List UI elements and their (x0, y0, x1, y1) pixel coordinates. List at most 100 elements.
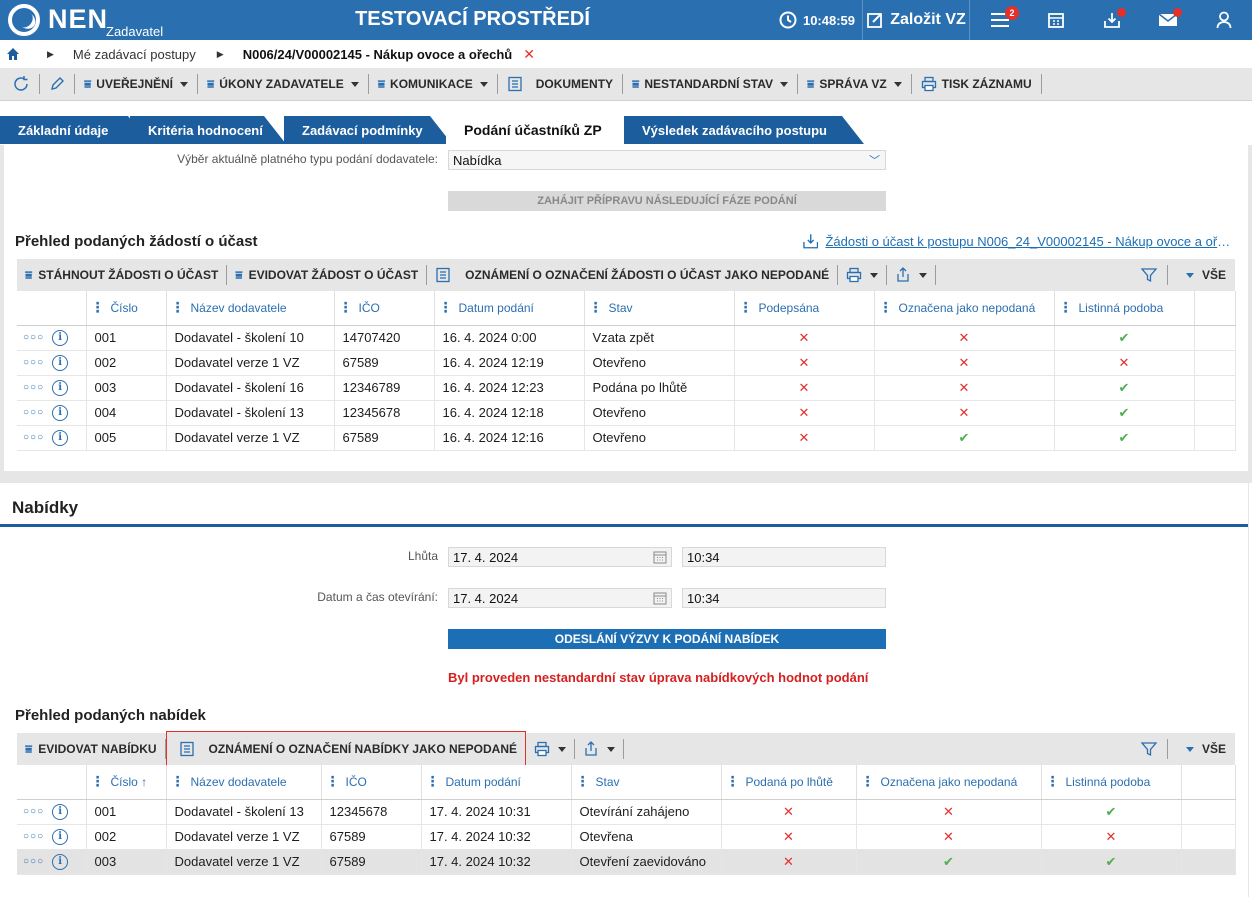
cell-unsubmitted: ✕ (874, 375, 1055, 401)
printer-icon (921, 76, 936, 92)
table-row[interactable]: ○○○ i 002 Dodavatel verze 1 VZ 67589 16. 4. 2… (17, 350, 1236, 376)
column-header-ico[interactable]: ⋮ IČO (334, 291, 435, 326)
more-actions-icon[interactable]: ○○○ (23, 382, 45, 393)
tab-evaluation-criteria[interactable]: Kritéria hodnocení (130, 116, 286, 144)
toolbar-contracting-acts-menu[interactable]: ⩸ ÚKONY ZADAVATELE (198, 74, 369, 94)
column-header-status[interactable]: ⋮ Stav (571, 765, 722, 800)
column-header-marked-unsubmitted[interactable]: ⋮ Označena jako nepodaná (874, 291, 1055, 326)
column-header-marked-unsubmitted[interactable]: ⋮ Označena jako nepodaná (856, 765, 1042, 800)
tab-basic-info[interactable]: Základní údaje (0, 116, 150, 144)
inbox-button[interactable] (1090, 0, 1134, 40)
deadline-time-field[interactable]: 10:34 (682, 547, 886, 567)
more-actions-icon[interactable]: ○○○ (23, 831, 45, 842)
submission-type-select[interactable]: Nabídka ﹀ (448, 150, 886, 170)
info-icon[interactable]: i (52, 828, 69, 845)
requests-filter-button[interactable] (1131, 265, 1168, 285)
more-actions-icon[interactable]: ○○○ (23, 806, 45, 817)
info-icon[interactable]: i (52, 853, 69, 870)
column-header-number[interactable]: ⋮ Číslo ↑ (86, 765, 167, 800)
column-header-supplier-name[interactable]: ⋮ Název dodavatele (166, 765, 322, 800)
request-notice-button[interactable]: OZNÁMENÍ O OZNAČENÍ ŽÁDOSTI O ÚČAST JAKO… (427, 265, 839, 285)
more-actions-icon[interactable]: ○○○ (23, 332, 45, 343)
table-row[interactable]: ○○○ i 005 Dodavatel verze 1 VZ 67589 16. 4. 2… (17, 425, 1236, 451)
calendar-button[interactable] (1034, 0, 1078, 40)
column-header-status[interactable]: ⋮ Stav (584, 291, 735, 326)
opening-date-field[interactable]: 17. 4. 2024 (448, 588, 672, 608)
table-row[interactable]: ○○○ i 003 Dodavatel - školení 16 12346789 16.… (17, 375, 1236, 401)
table-row[interactable]: ○○○ i 002 Dodavatel verze 1 VZ 67589 17. 4. 2… (17, 824, 1236, 850)
opening-time-field[interactable]: 10:34 (682, 588, 886, 608)
user-button[interactable] (1202, 0, 1246, 40)
tab-tender-conditions[interactable]: Zadávací podmínky (284, 116, 452, 144)
send-offer-invitation-button[interactable]: ODESLÁNÍ VÝZVY K PODÁNÍ NABÍDEK (448, 629, 886, 649)
cell-signed: ✕ (734, 400, 875, 426)
download-requests-button[interactable]: ⩸ STÁHNOUT ŽÁDOSTI O ÚČAST (17, 265, 228, 285)
new-vz-button[interactable]: Založit VZ (862, 0, 970, 40)
chevron-down-icon (1185, 746, 1194, 752)
info-icon[interactable]: i (52, 803, 69, 820)
tab-submissions[interactable]: Podání účastníků ZP (446, 116, 642, 144)
column-header-submission-date[interactable]: ⋮ Datum podání (434, 291, 585, 326)
table-row[interactable]: ○○○ i 003 Dodavatel verze 1 VZ 67589 17. 4. 2… (17, 849, 1236, 875)
column-header-supplier-name[interactable]: ⋮ Název dodavatele (166, 291, 335, 326)
offers-view-select[interactable]: VŠE (1168, 742, 1235, 756)
requests-export-link-text[interactable]: Žádosti o účast k postupu N006_24_V00002… (825, 233, 1231, 249)
start-next-phase-button[interactable]: ZAHÁJIT PŘÍPRAVU NÁSLEDUJÍCÍ FÁZE PODÁNÍ (448, 191, 886, 211)
request-notice-label: OZNÁMENÍ O OZNAČENÍ ŽÁDOSTI O ÚČAST JAKO… (465, 268, 830, 282)
offer-notice-button[interactable]: OZNÁMENÍ O OZNAČENÍ NABÍDKY JAKO NEPODAN… (165, 731, 526, 767)
more-actions-icon[interactable]: ○○○ (23, 357, 45, 368)
more-actions-icon[interactable]: ○○○ (23, 432, 45, 443)
toolbar-print-record-button[interactable]: TISK ZÁZNAMU (912, 74, 1042, 94)
column-header-actions (17, 291, 87, 326)
info-icon[interactable]: i (52, 329, 69, 346)
table-row[interactable]: ○○○ i 004 Dodavatel - školení 13 12345678 16.… (17, 400, 1236, 426)
table-row[interactable]: ○○○ i 001 Dodavatel - školení 13 12345678 17.… (17, 799, 1236, 825)
calendar-icon[interactable] (653, 550, 667, 564)
more-actions-icon[interactable]: ○○○ (23, 856, 45, 867)
info-icon[interactable]: i (52, 429, 69, 446)
toolbar-nonstandard-state-menu[interactable]: ⩸ NESTANDARDNÍ STAV (623, 74, 799, 94)
register-request-button[interactable]: ⩸ EVIDOVAT ŽÁDOST O ÚČAST (227, 265, 428, 285)
offers-print-menu[interactable] (526, 739, 575, 759)
toolbar-vz-management-menu[interactable]: ⩸ SPRÁVA VZ (798, 74, 912, 94)
requests-export-menu[interactable] (887, 265, 937, 285)
column-header-ico[interactable]: ⋮ IČO (321, 765, 422, 800)
requests-view-select[interactable]: VŠE (1168, 268, 1235, 282)
clock-icon (779, 11, 797, 29)
menu-button[interactable]: 2 (978, 0, 1022, 40)
tab-procedure-result[interactable]: Výsledek zadávacího postupu (624, 116, 864, 144)
close-breadcrumb-icon[interactable]: ✕ (523, 45, 535, 62)
requests-print-menu[interactable] (838, 265, 888, 285)
column-header-number[interactable]: ⋮ Číslo (86, 291, 167, 326)
cell-paper: ✔ (1041, 799, 1182, 825)
row-actions: ○○○ i (17, 849, 87, 875)
panel-frame-bottom (0, 471, 1252, 483)
info-icon[interactable]: i (52, 379, 69, 396)
column-header-signed[interactable]: ⋮ Podepsána (734, 291, 875, 326)
offers-export-menu[interactable] (575, 739, 624, 759)
home-icon[interactable] (6, 47, 20, 61)
toolbar-publishing-menu[interactable]: ⩸ UVEŘEJNĚNÍ (75, 74, 198, 94)
toolbar-documents-button[interactable]: DOKUMENTY (498, 74, 624, 94)
register-offer-button[interactable]: ⩸ EVIDOVAT NABÍDKU (17, 739, 166, 759)
breadcrumb-item-my-procedures[interactable]: Mé zadávací postupy (72, 46, 196, 62)
edit-button[interactable] (40, 74, 75, 94)
calendar-icon[interactable] (653, 591, 667, 605)
deadline-date-field[interactable]: 17. 4. 2024 (448, 547, 672, 567)
info-icon[interactable]: i (52, 354, 69, 371)
toolbar-communication-menu[interactable]: ⩸ KOMUNIKACE (369, 74, 498, 94)
column-header-submission-date[interactable]: ⋮ Datum podání (421, 765, 572, 800)
column-header-paper-form[interactable]: ⋮ Listinná podoba (1054, 291, 1195, 326)
toolbar-publishing-label: UVEŘEJNĚNÍ (96, 77, 173, 91)
inbox-download-icon (1104, 13, 1120, 28)
requests-export-link[interactable]: Žádosti o účast k postupu N006_24_V00002… (803, 233, 1231, 249)
info-icon[interactable]: i (52, 404, 69, 421)
messages-button[interactable] (1146, 0, 1190, 40)
column-header-late[interactable]: ⋮ Podaná po lhůtě (721, 765, 857, 800)
table-row[interactable]: ○○○ i 001 Dodavatel - školení 10 14707420 16.… (17, 325, 1236, 351)
offers-filter-button[interactable] (1131, 739, 1168, 759)
refresh-button[interactable] (0, 74, 40, 94)
column-header-paper-form[interactable]: ⋮ Listinná podoba (1041, 765, 1182, 800)
nen-logo-icon[interactable] (8, 4, 40, 36)
more-actions-icon[interactable]: ○○○ (23, 407, 45, 418)
